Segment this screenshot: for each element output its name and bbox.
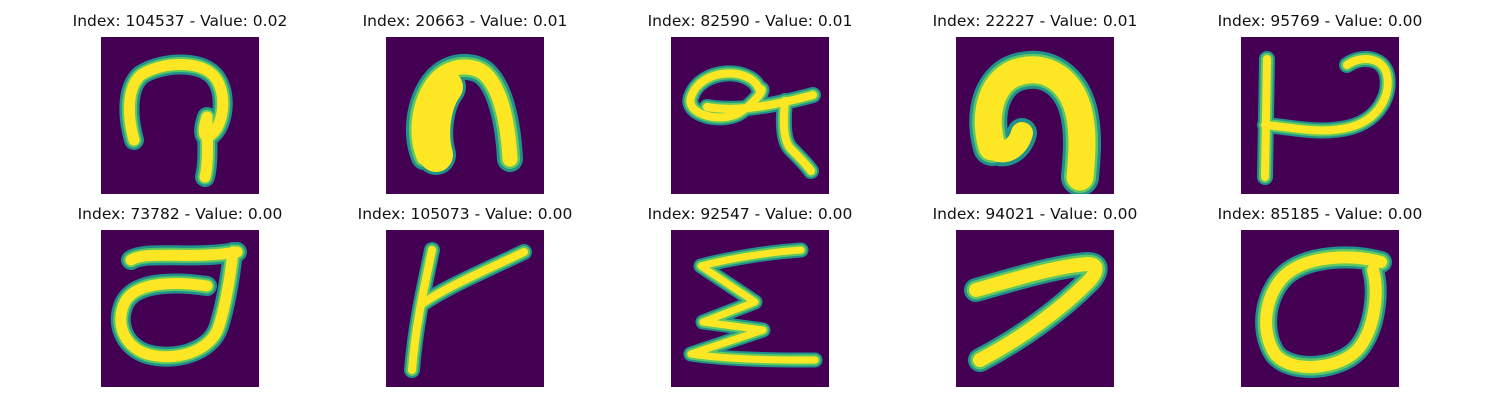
panel-5: Index: 95769 - Value: 0.00	[1190, 12, 1450, 202]
panel-image	[1241, 37, 1399, 194]
panel-image	[101, 230, 259, 387]
panel-title: Index: 82590 - Value: 0.01	[647, 12, 853, 30]
glyph-22227	[969, 50, 1101, 194]
panel-10: Index: 85185 - Value: 0.00	[1190, 205, 1450, 395]
panel-title: Index: 104537 - Value: 0.02	[72, 12, 288, 30]
panel-image	[101, 37, 259, 194]
glyph-92547	[683, 242, 823, 368]
panel-image	[386, 37, 544, 194]
panel-3: Index: 82590 - Value: 0.01	[620, 12, 880, 202]
panel-title: Index: 105073 - Value: 0.00	[357, 205, 573, 223]
panel-image	[956, 37, 1114, 194]
panel-title: Index: 95769 - Value: 0.00	[1217, 12, 1423, 30]
panel-title: Index: 22227 - Value: 0.01	[932, 12, 1138, 30]
panel-image	[386, 230, 544, 387]
glyph-95769	[1257, 51, 1396, 185]
glyph-73782	[110, 242, 247, 367]
glyph-94021	[964, 252, 1108, 372]
panel-title: Index: 85185 - Value: 0.00	[1217, 205, 1423, 223]
panel-2: Index: 20663 - Value: 0.01	[335, 12, 595, 202]
panel-image	[956, 230, 1114, 387]
panel-1: Index: 104537 - Value: 0.02	[50, 12, 310, 202]
panel-image	[671, 37, 829, 194]
panel-title: Index: 92547 - Value: 0.00	[647, 205, 853, 223]
panel-7: Index: 105073 - Value: 0.00	[335, 205, 595, 395]
glyph-20663	[405, 54, 523, 175]
glyph-82590	[682, 65, 821, 179]
panel-6: Index: 73782 - Value: 0.00	[50, 205, 310, 395]
panel-9: Index: 94021 - Value: 0.00	[905, 205, 1165, 395]
panel-image	[1241, 230, 1399, 387]
glyph-85185	[1255, 246, 1392, 378]
panel-image	[671, 230, 829, 387]
panel-title: Index: 94021 - Value: 0.00	[932, 205, 1138, 223]
panel-8: Index: 92547 - Value: 0.00	[620, 205, 880, 395]
panel-title: Index: 20663 - Value: 0.01	[362, 12, 568, 30]
panel-title: Index: 73782 - Value: 0.00	[77, 205, 283, 223]
glyph-104537	[119, 54, 233, 187]
panel-4: Index: 22227 - Value: 0.01	[905, 12, 1165, 202]
glyph-105073	[404, 242, 532, 378]
